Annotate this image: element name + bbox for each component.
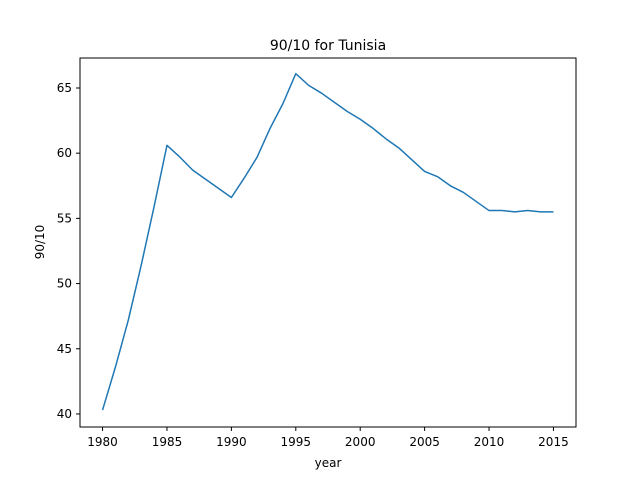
- y-axis-ticks: 40 45 50 55 60 65: [57, 81, 80, 421]
- x-axis-ticks: 1980 1985 1990 1995 2000 2005 2010 2015: [87, 427, 569, 449]
- y-tick-label: 50: [57, 277, 72, 291]
- x-tick-label: 1990: [216, 435, 247, 449]
- y-tick-label: 45: [57, 342, 72, 356]
- x-tick-label: 2015: [538, 435, 569, 449]
- x-tick-label: 2010: [474, 435, 505, 449]
- y-tick-label: 40: [57, 407, 72, 421]
- x-tick-label: 1980: [87, 435, 118, 449]
- series-line-0: [101, 72, 554, 411]
- y-axis-label: 90/10: [33, 225, 47, 260]
- x-axis-label: year: [315, 456, 342, 470]
- y-tick-label: 55: [57, 211, 72, 225]
- x-tick-label: 1985: [152, 435, 183, 449]
- x-tick-label: 1995: [281, 435, 312, 449]
- y-tick-label: 60: [57, 146, 72, 160]
- plot-line-layer: [101, 72, 554, 411]
- x-tick-label: 2000: [345, 435, 376, 449]
- x-tick-label: 2005: [409, 435, 440, 449]
- chart-title: 90/10 for Tunisia: [270, 38, 386, 54]
- plot-frame: [79, 57, 577, 428]
- y-tick-label: 65: [57, 81, 72, 95]
